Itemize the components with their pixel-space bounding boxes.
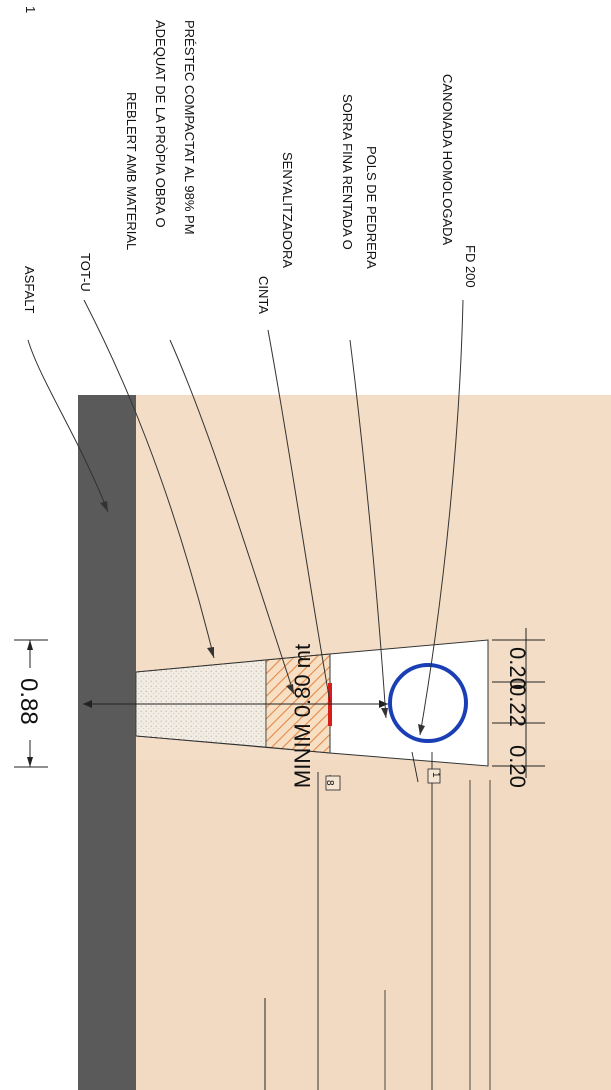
- page-number: 1: [23, 6, 38, 13]
- cinta-label-2: SENYALITZADORA: [280, 152, 295, 268]
- slope-rise-label: 8: [324, 780, 335, 786]
- bottom-dimension-right: 0.20: [505, 647, 530, 690]
- sorra-label-2: POLS DE PEDRERA: [364, 146, 379, 269]
- reblert-label-3: PRÉSTEC COMPACTAT AL 98% PM: [182, 20, 197, 235]
- cinta-label-1: CINTA: [256, 276, 271, 314]
- sorra-label-1: SORRA FINA RENTADA O: [340, 94, 355, 250]
- canonada-label-1: CANONADA HOMOLOGADA: [440, 74, 455, 246]
- minimum-depth-label: MINIM 0.80 mt: [290, 644, 315, 788]
- trench-width-dimension: 0.88: [15, 678, 42, 725]
- reblert-label-2: ADEQUAT DE LA PRÒPIA OBRA O: [153, 20, 168, 228]
- tot-u-label: TOT-U: [78, 253, 93, 292]
- slope-run-label: 1: [430, 772, 441, 778]
- canonada-label-2: FD 200: [463, 245, 478, 288]
- asfalt-label: ASFALT: [22, 266, 37, 314]
- reblert-label-1: REBLERT AMB MATERIAL: [124, 92, 139, 250]
- bottom-dimension-center: 0.22: [505, 684, 530, 727]
- pipe-circle: [388, 663, 468, 743]
- asphalt-layer: [78, 395, 136, 1090]
- bottom-dimension-left: 0.20: [505, 745, 530, 788]
